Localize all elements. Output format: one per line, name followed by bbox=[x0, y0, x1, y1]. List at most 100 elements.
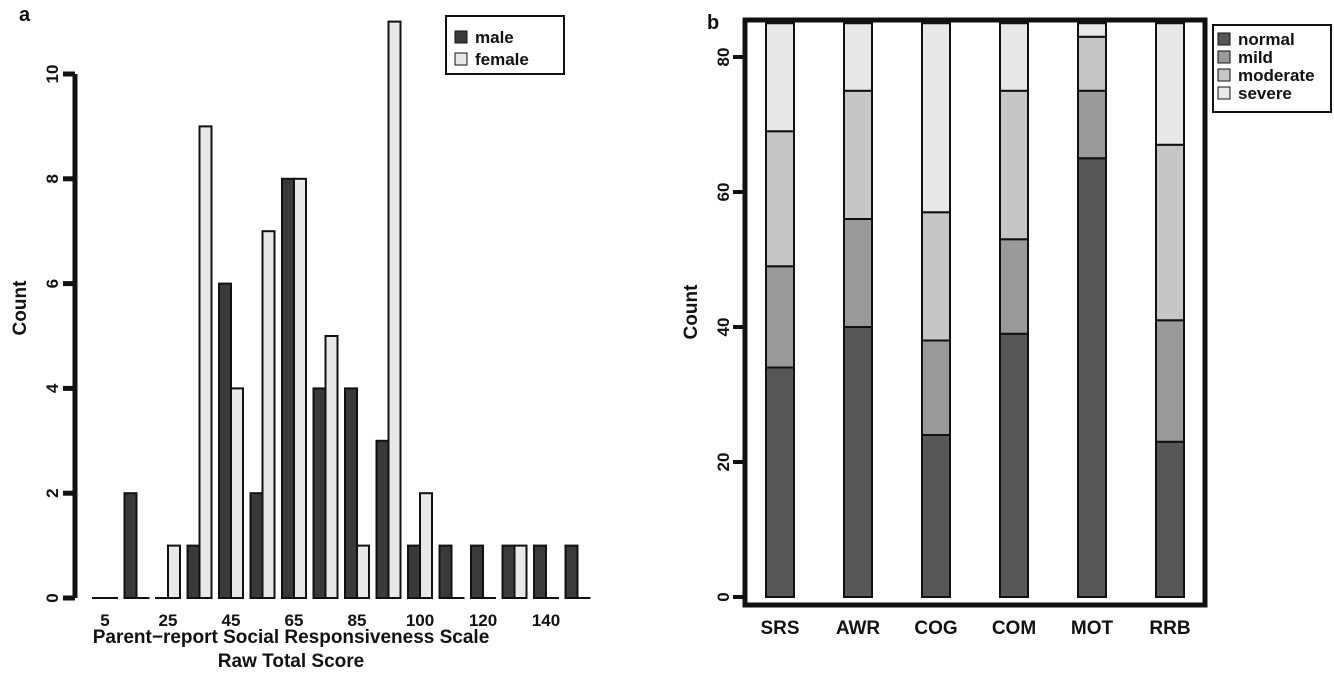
legend-label-mild: mild bbox=[1238, 48, 1273, 67]
bar-male bbox=[470, 544, 484, 599]
bar-male bbox=[564, 544, 579, 599]
segment-severe bbox=[1155, 22, 1185, 146]
segment-mild bbox=[843, 218, 873, 328]
panel-b-category-labels: SRS AWR COG COM MOT RRB bbox=[760, 618, 1190, 639]
panel-b-legend: normal mild moderate severe bbox=[1212, 24, 1332, 113]
segment-severe bbox=[765, 22, 795, 133]
panel-a-y-axis-label: Count bbox=[10, 280, 31, 336]
panel-b-legend-box bbox=[1212, 24, 1332, 113]
category-label: COG bbox=[914, 618, 957, 639]
bar-male bbox=[186, 544, 201, 599]
segment-mild bbox=[999, 238, 1029, 335]
bar-male bbox=[123, 492, 138, 600]
category-label: RRB bbox=[1149, 618, 1190, 639]
legend-label-normal: normal bbox=[1238, 30, 1295, 49]
bar-female bbox=[230, 387, 244, 599]
legend-label-moderate: moderate bbox=[1238, 66, 1315, 85]
category-label: COM bbox=[992, 618, 1036, 639]
x-tick-label: 25 bbox=[159, 611, 178, 630]
panel-a-x-axis-label-line2: Raw Total Score bbox=[218, 651, 364, 672]
bar-male bbox=[281, 177, 295, 600]
segment-moderate bbox=[1077, 35, 1107, 92]
y-tick-label: 20 bbox=[714, 453, 733, 472]
segment-mild bbox=[921, 339, 951, 436]
segment-moderate bbox=[1155, 143, 1185, 322]
category-label: AWR bbox=[836, 618, 881, 639]
category-label: MOT bbox=[1071, 618, 1114, 639]
y-tick-label: 0 bbox=[43, 593, 62, 602]
bar-female bbox=[293, 177, 307, 600]
segment-severe bbox=[921, 22, 951, 214]
x-tick-label: 100 bbox=[406, 611, 434, 630]
bar-male bbox=[501, 544, 516, 599]
segment-mild bbox=[1155, 319, 1185, 443]
y-tick-label: 6 bbox=[43, 279, 62, 288]
bar-female bbox=[167, 544, 181, 599]
y-tick-label: 8 bbox=[43, 174, 62, 183]
segment-normal bbox=[843, 326, 873, 598]
x-tick-label: 65 bbox=[285, 611, 304, 630]
panel-a-bars bbox=[92, 20, 591, 600]
segment-mild bbox=[765, 265, 795, 369]
panel-a-y-ticks: 0 2 4 6 8 10 bbox=[43, 65, 75, 603]
legend-swatch-severe bbox=[1217, 86, 1231, 100]
x-tick-label: 5 bbox=[100, 611, 109, 630]
bar-female bbox=[261, 230, 276, 599]
bar-female bbox=[513, 544, 528, 599]
bar-female bbox=[387, 20, 402, 600]
segment-normal bbox=[1155, 440, 1185, 598]
y-tick-label: 80 bbox=[714, 48, 733, 67]
legend-swatch-female bbox=[454, 52, 468, 66]
segment-severe bbox=[999, 22, 1029, 92]
y-tick-label: 10 bbox=[43, 65, 62, 84]
bar-male bbox=[438, 544, 453, 599]
panel-a-x-axis-label-line1: Parent−report Social Responsiveness Scal… bbox=[93, 627, 490, 648]
segment-mild bbox=[1077, 89, 1107, 160]
panel-b-y-axis-label: Count bbox=[681, 284, 702, 340]
segment-moderate bbox=[921, 211, 951, 342]
bar-male bbox=[218, 282, 232, 599]
x-tick-label: 120 bbox=[469, 611, 497, 630]
bar-female bbox=[356, 544, 370, 599]
segment-moderate bbox=[765, 130, 795, 268]
panel-b-letter: b bbox=[707, 12, 719, 34]
bar-male bbox=[407, 544, 421, 599]
legend-label-severe: severe bbox=[1238, 84, 1292, 103]
bar-female bbox=[324, 335, 339, 599]
bar-male bbox=[375, 439, 390, 599]
legend-swatch-moderate bbox=[1217, 68, 1231, 82]
bar-male bbox=[312, 387, 327, 599]
panel-b-bars bbox=[765, 22, 1185, 598]
segment-normal bbox=[1077, 157, 1107, 598]
segment-normal bbox=[999, 332, 1029, 598]
x-tick-label: 85 bbox=[348, 611, 367, 630]
segment-severe bbox=[1077, 22, 1107, 38]
panel-a-legend: male female bbox=[445, 15, 565, 75]
legend-label-female: female bbox=[475, 50, 529, 69]
legend-swatch-mild bbox=[1217, 50, 1231, 64]
bar-male bbox=[344, 387, 358, 599]
y-tick-label: 0 bbox=[714, 592, 733, 601]
bar-female bbox=[198, 125, 213, 600]
segment-moderate bbox=[843, 89, 873, 220]
panel-b-y-ticks: 0 20 40 60 80 bbox=[714, 48, 745, 602]
bar-male bbox=[533, 544, 547, 599]
x-tick-label: 140 bbox=[532, 611, 560, 630]
segment-normal bbox=[921, 434, 951, 598]
x-tick-label: 45 bbox=[222, 611, 241, 630]
panel-a-x-tick-labels: 5 25 45 65 85 100 120 140 bbox=[100, 611, 560, 630]
panel-b-plot-frame bbox=[742, 17, 1208, 608]
bar-female bbox=[419, 492, 433, 600]
category-label: SRS bbox=[760, 618, 799, 639]
segment-normal bbox=[765, 366, 795, 598]
panel-b-stacked-bar: b 0 20 40 60 80 Count SRS AWR COG COM MOT RRB nor… bbox=[681, 12, 1332, 639]
legend-swatch-normal bbox=[1217, 32, 1231, 46]
bar-male bbox=[249, 492, 264, 600]
y-tick-label: 60 bbox=[714, 183, 733, 202]
panel-a-histogram: a 0 2 4 6 8 10 Count 5 25 45 65 85 100 120 140 Paren… bbox=[10, 4, 591, 672]
legend-label-male: male bbox=[475, 28, 514, 47]
y-tick-label: 2 bbox=[43, 488, 62, 497]
y-tick-label: 4 bbox=[43, 383, 62, 393]
panel-a-letter: a bbox=[19, 4, 31, 26]
